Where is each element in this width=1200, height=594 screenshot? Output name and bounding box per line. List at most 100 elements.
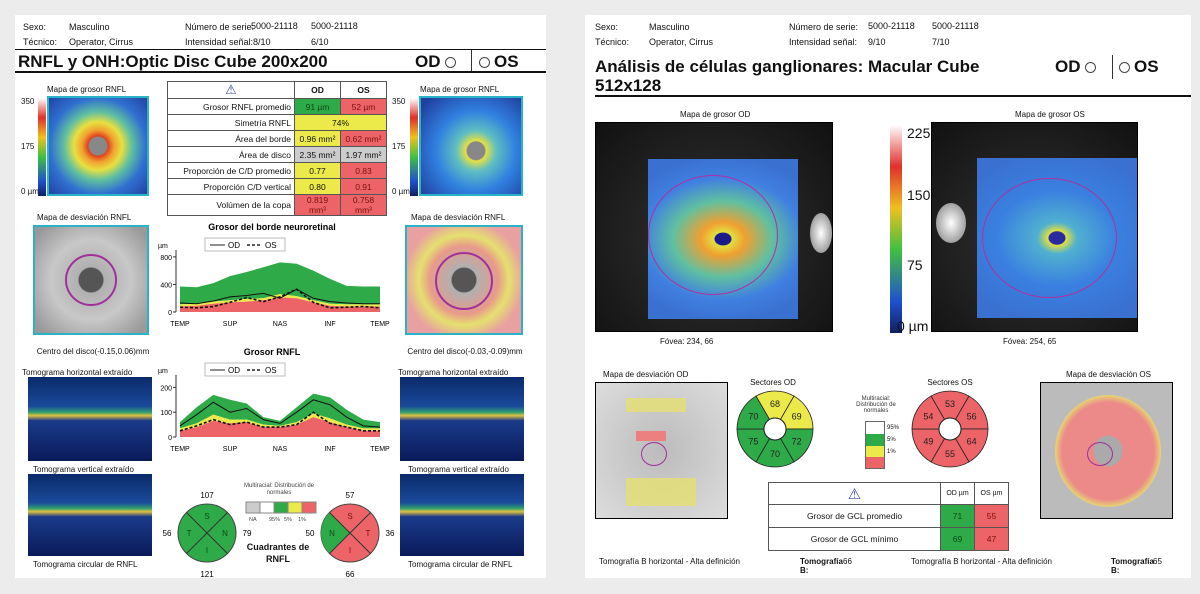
tomo-b-label-od: Tomografía B:: [800, 557, 843, 575]
scale-min-os: 0 µm: [392, 187, 410, 196]
row-label: Simetría RNFL: [167, 114, 295, 131]
table-row: Simetría RNFL 74%: [167, 114, 387, 131]
col-od: OD µm: [940, 482, 975, 505]
tomogram-horizontal-od: [28, 377, 152, 461]
tecnico-label: Técnico:: [595, 37, 630, 47]
tecnico-value: Operator, Cirrus: [69, 37, 134, 47]
tomogram-horizontal-os: [400, 377, 524, 461]
y-tick: 400: [160, 282, 172, 289]
gcl-thickness-map-od: [595, 122, 833, 332]
series-od: [179, 288, 380, 305]
tomo-h-label-od: Tomograma horizontal extraído: [22, 368, 133, 377]
x-tick: INF: [324, 321, 335, 328]
x-tick: INF: [324, 446, 335, 453]
quad-os-i: 66: [346, 570, 355, 579]
gcl-deviation-map-od: [595, 382, 728, 519]
intensidad-label: Intensidad señal:: [185, 37, 254, 47]
os-radio: [1119, 62, 1130, 74]
row-value-os: 52 µm: [340, 98, 387, 115]
col-os: OS µm: [974, 482, 1009, 505]
y-axis-label: µm: [158, 368, 168, 375]
dev-title-os: Mapa de desviación RNFL: [411, 213, 506, 222]
series-od: [179, 399, 381, 428]
map-title-os: Mapa de grosor OS: [1015, 110, 1085, 119]
legend-5: 5%: [284, 517, 292, 523]
serie-od: 5000-21118: [868, 21, 915, 31]
chart-legend: OD OS: [204, 362, 286, 377]
normals-legend: NA 95% 5% 1%: [245, 501, 317, 523]
table-row: Proporción de C/D promedio 0.77 0.83: [167, 162, 387, 179]
sector-value: 75: [748, 437, 758, 447]
gcl-legend-title: Multiracial: Distribución de normales: [856, 396, 896, 414]
q-letter: N: [329, 529, 335, 538]
y-axis-label: µm: [158, 243, 168, 250]
y-tick: 200: [160, 385, 172, 392]
row-value-od: 2.35 mm²: [294, 146, 341, 163]
row-value-os: 0.83: [340, 162, 387, 179]
sector-value: 56: [967, 412, 977, 422]
rnfl-deviation-map-od: [33, 225, 149, 335]
report-title: Análisis de células ganglionares: Macula…: [595, 57, 980, 95]
legend-od: OD: [228, 366, 240, 375]
intensidad-os: 6/10: [311, 37, 329, 47]
row-value-os: 0.758 mm³: [340, 194, 387, 216]
tomo-h-label-os: Tomograma horizontal extraído: [398, 368, 509, 377]
chart-title: Grosor RNFL: [244, 347, 301, 357]
rnfl-thickness-chart: Grosor RNFL µm OD OS 200 100 0 TEMP SUP NAS INF TEM…: [158, 347, 390, 453]
tomo-c-label-od: Tomograma circular de RNFL: [33, 560, 138, 569]
row-label: Volúmen de la copa: [167, 194, 295, 216]
y-tick: 800: [160, 255, 172, 262]
tomo-label-os: Tomografía B horizontal - Alta definició…: [911, 557, 1052, 566]
tomogram-vertical-os: [400, 474, 524, 556]
rnfl-thickness-map-od: [47, 96, 149, 196]
disc-center-os: Centro del disco(-0.03,-0.09)mm: [407, 347, 523, 356]
row-value-od: 91 µm: [294, 98, 341, 115]
gcl-min-label: Grosor de GCL mínimo: [768, 527, 941, 551]
dev-title-os: Mapa de desviación OS: [1066, 370, 1151, 379]
tomo-b-label-os: Tomografía B:: [1111, 557, 1154, 575]
dev-title-od: Mapa de desviación OD: [603, 370, 689, 379]
tomo-v-label-od: Tomograma vertical extraído: [33, 465, 134, 474]
sector-value: 53: [945, 399, 955, 409]
table-row: Área de disco 2.35 mm² 1.97 mm²: [167, 146, 387, 163]
q-letter: N: [222, 529, 228, 538]
intensidad-label: Intensidad señal:: [789, 37, 858, 47]
scale-150: 150: [907, 187, 931, 203]
quad-os-n: 50: [306, 529, 315, 538]
q-letter: T: [187, 529, 192, 538]
x-tick: TEMP: [370, 321, 390, 328]
rnfl-quadrants: S T N I 107 56 79 121 S N T I 57 50 36 6…: [163, 491, 395, 579]
x-tick: SUP: [223, 446, 238, 453]
series-os: [179, 411, 380, 432]
sexo-value: Masculino: [69, 22, 110, 32]
band-5: [180, 413, 380, 431]
gcl-table: ⚠ OD µm OS µm Grosor de GCL promedio 71 55 G…: [768, 482, 1009, 551]
gcl-min-od: 69: [940, 527, 975, 551]
row-value-os: 1.97 mm²: [340, 146, 387, 163]
sector-value: 69: [792, 412, 802, 422]
gcl-avg-od: 71: [940, 504, 975, 528]
legend-1: 1%: [298, 517, 306, 523]
quadrant-os: S N T I 57 50 36 66: [306, 491, 395, 579]
tecnico-value: Operator, Cirrus: [649, 37, 714, 47]
intensidad-os: 7/10: [932, 37, 950, 47]
q-letter: I: [206, 546, 208, 555]
gcl-avg-os: 55: [974, 504, 1009, 528]
tomo-v-label-os: Tomograma vertical extraído: [408, 465, 509, 474]
q-letter: I: [349, 546, 351, 555]
y-tick: 0: [168, 435, 172, 442]
scale-mid-os: 175: [392, 142, 406, 151]
warning-icon: ⚠: [768, 482, 941, 505]
od-radio: [444, 57, 456, 69]
rnfl-onh-report: Sexo: Masculino Técnico: Operator, Cirru…: [15, 15, 546, 579]
rnfl-deviation-map-os: [405, 225, 523, 335]
sector-value: 55: [945, 449, 955, 459]
row-value-os: 0.62 mm²: [340, 130, 387, 147]
legend-os: OS: [265, 241, 277, 250]
tecnico-label: Técnico:: [23, 37, 58, 47]
gcl-legend: [865, 421, 885, 469]
x-tick: TEMP: [170, 321, 190, 328]
legend-od: OD: [228, 241, 240, 250]
quad-os-t: 36: [386, 529, 395, 538]
row-value-od: 0.819 mm³: [294, 194, 341, 216]
